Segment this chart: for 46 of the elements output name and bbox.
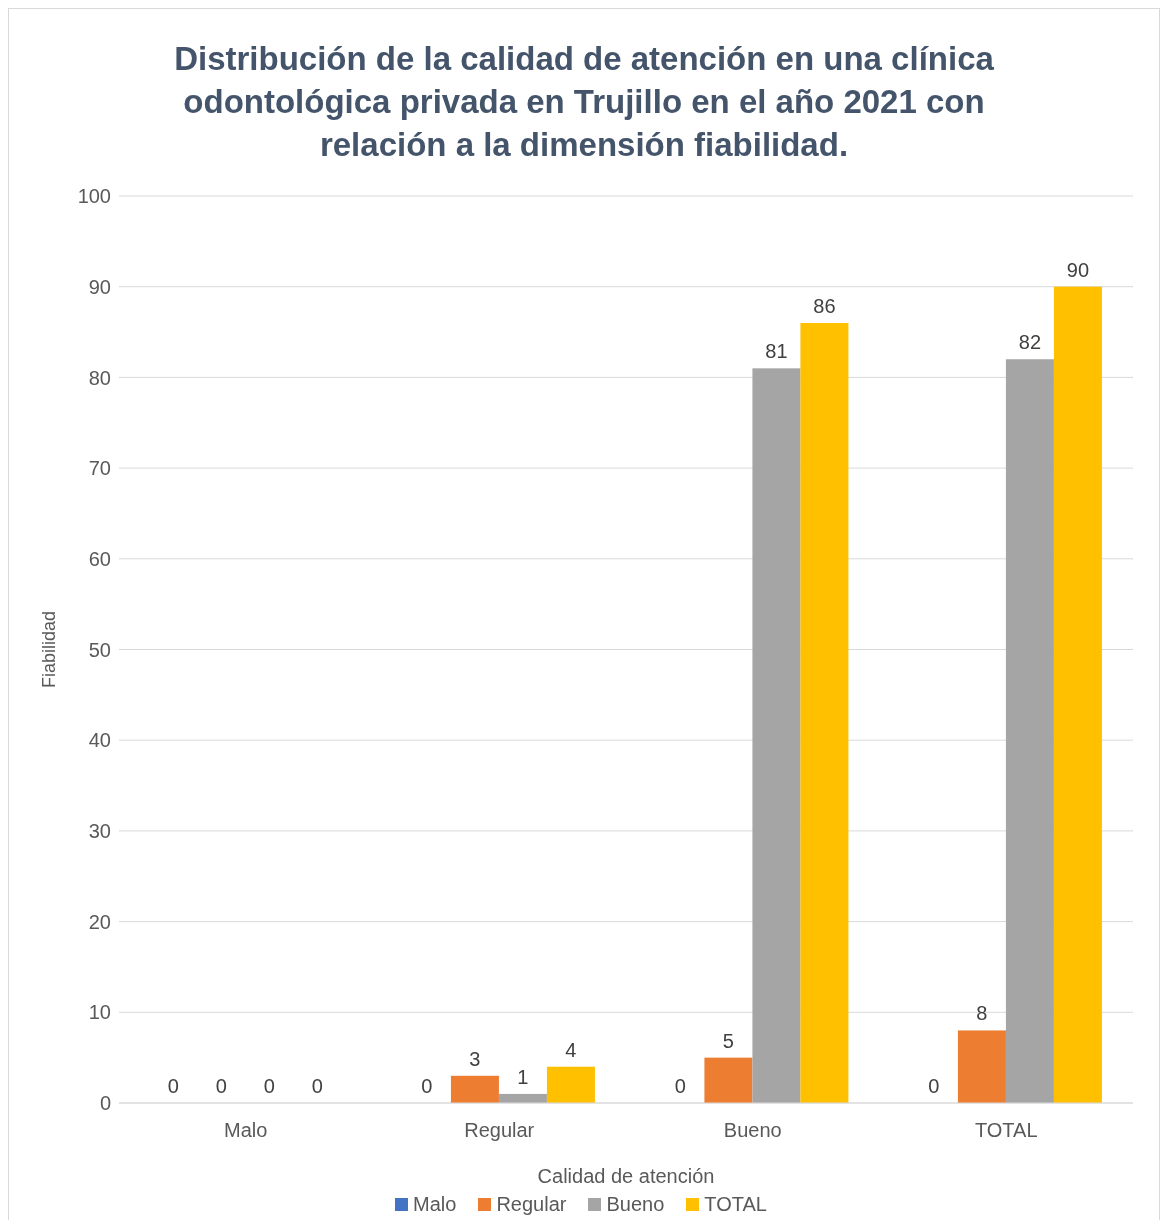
data-label: 0 (263, 1075, 275, 1097)
data-label: 8 (976, 1002, 988, 1025)
y-tick-label: 0 (99, 1092, 111, 1115)
legend-label: Bueno (605, 1193, 665, 1216)
x-tick-label: TOTAL (974, 1119, 1038, 1142)
data-label: 0 (311, 1075, 323, 1097)
y-tick-label: 100 (77, 185, 111, 208)
data-label: 82 (1018, 331, 1042, 354)
y-axis-title: Fiabilidad (39, 610, 60, 689)
bar (1053, 286, 1102, 1103)
data-label: 3 (469, 1047, 481, 1070)
bar (752, 368, 801, 1103)
data-label: 86 (813, 294, 836, 317)
y-tick-label: 10 (88, 1001, 111, 1024)
x-tick-label: Malo (224, 1119, 268, 1142)
bar (957, 1030, 1006, 1103)
data-label: 81 (765, 340, 788, 363)
bar (450, 1075, 499, 1103)
legend-label: TOTAL (703, 1193, 767, 1216)
data-label: 90 (1066, 258, 1090, 281)
data-label: 5 (722, 1029, 734, 1052)
data-label: 0 (421, 1075, 433, 1097)
legend-label: Regular (495, 1193, 567, 1216)
bar (800, 322, 849, 1103)
y-tick-label: 90 (88, 275, 111, 298)
bar (546, 1066, 595, 1103)
y-tick-label: 40 (88, 729, 111, 752)
bar (1005, 359, 1054, 1103)
data-label: 4 (565, 1038, 577, 1061)
x-tick-label: Regular (464, 1119, 535, 1142)
x-tick-label: Bueno (723, 1119, 782, 1142)
data-label: 0 (674, 1075, 686, 1097)
data-label: 0 (928, 1075, 940, 1097)
data-label: 1 (517, 1065, 529, 1088)
x-axis-title: Calidad de atención (537, 1165, 715, 1187)
y-tick-label: 20 (88, 910, 111, 933)
y-tick-label: 30 (88, 820, 111, 842)
data-label: 0 (215, 1075, 227, 1097)
y-tick-label: 70 (88, 457, 111, 480)
legend-label: Malo (412, 1193, 457, 1216)
bar (704, 1057, 753, 1103)
y-tick-label: 80 (88, 366, 111, 389)
data-label: 0 (167, 1075, 179, 1097)
chart-title: Distribución de la calidad de atención en una clínica odontológica privada en Trujillo en el año 2021 con relación a la dimensión fiabilidad. (173, 39, 995, 165)
y-tick-label: 60 (88, 547, 111, 570)
y-tick-label: 50 (88, 638, 111, 661)
